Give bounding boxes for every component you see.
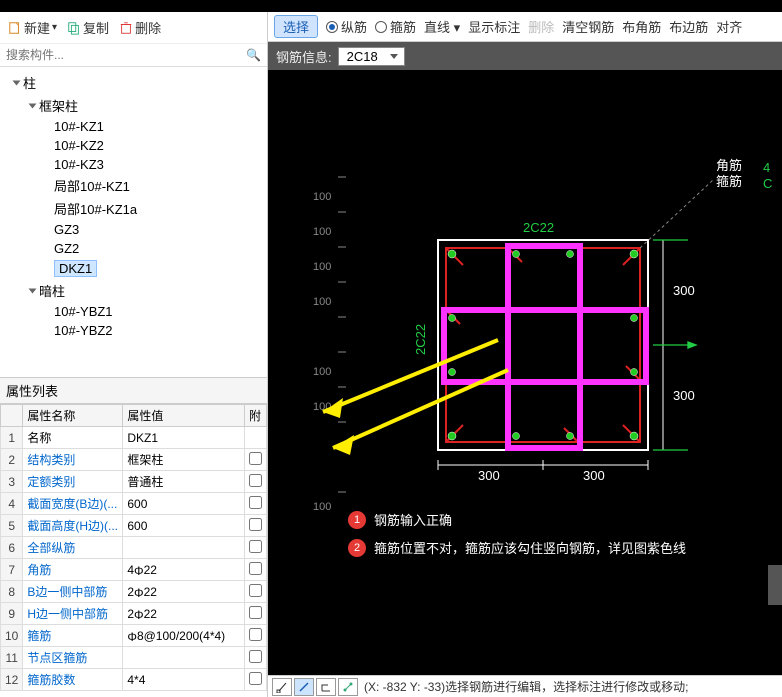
tree-group[interactable]: 暗柱 [4, 279, 267, 302]
property-row[interactable]: 12箍筋胶数4*4 [1, 669, 267, 691]
svg-text:4: 4 [763, 160, 770, 175]
search-icon: 🔍 [246, 48, 261, 62]
edge-rebar-button[interactable]: 布边筋 [669, 17, 708, 36]
annotation-badge: 1 [348, 511, 366, 529]
component-tree[interactable]: 柱 框架柱 10#-KZ110#-KZ210#-KZ3局部10#-KZ1局部10… [0, 67, 267, 377]
property-row[interactable]: 8B边一侧中部筋2Φ22 [1, 581, 267, 603]
property-header: 属性列表 [0, 377, 267, 404]
svg-text:100: 100 [313, 226, 331, 238]
annotation-1: 1 钢筋输入正确 [348, 510, 452, 529]
drawing-canvas[interactable]: 100100 100100 100100 100 [268, 70, 782, 675]
right-panel: 选择 纵筋 箍筋 直线 ▾ 显示标注 删除 清空钢筋 布角筋 布边筋 对齐 钢筋… [268, 12, 782, 697]
tree-item[interactable]: 10#-KZ3 [4, 155, 267, 174]
svg-text:300: 300 [583, 468, 605, 483]
left-toolbar: 新建 ▾ 复制 删除 [0, 12, 267, 44]
tree-item[interactable]: GZ2 [4, 239, 267, 258]
status-bar: (X: -832 Y: -33)选择钢筋进行编辑，选择标注进行修改或移动; [268, 675, 782, 697]
search-box[interactable]: 🔍 [0, 44, 267, 67]
align-button[interactable]: 对齐 [716, 17, 742, 36]
prop-col-extra: 附 [245, 405, 267, 427]
line-tool[interactable]: 直线 ▾ [424, 17, 460, 36]
tree-root[interactable]: 柱 [4, 71, 267, 94]
tree-item[interactable]: DKZ1 [4, 258, 267, 279]
search-input[interactable] [0, 44, 267, 67]
prop-col-name: 属性名称 [23, 405, 123, 427]
snap-mid-icon[interactable] [294, 678, 314, 696]
svg-text:2C22: 2C22 [523, 220, 554, 235]
annotation-badge: 2 [348, 539, 366, 557]
property-row[interactable]: 5截面高度(H边)(...600 [1, 515, 267, 537]
prop-col-value: 属性值 [123, 405, 245, 427]
property-row[interactable]: 2结构类别框架柱 [1, 449, 267, 471]
svg-text:角筋: 角筋 [716, 158, 742, 173]
property-table[interactable]: 属性名称 属性值 附 1名称DKZ12结构类别框架柱3定额类别普通柱4截面宽度(… [0, 404, 267, 691]
snap-perp-icon[interactable] [316, 678, 336, 696]
property-row[interactable]: 7角筋4Φ22 [1, 559, 267, 581]
rebar-info-bar: 钢筋信息: 2C18 [268, 42, 782, 70]
svg-text:箍筋: 箍筋 [716, 174, 742, 189]
svg-text:300: 300 [673, 283, 695, 298]
property-row[interactable]: 1名称DKZ1 [1, 427, 267, 449]
new-button[interactable]: 新建 ▾ [8, 18, 57, 37]
snap-endpoint-icon[interactable] [272, 678, 292, 696]
property-row[interactable]: 11节点区箍筋 [1, 647, 267, 669]
tree-item[interactable]: 局部10#-KZ1a [4, 197, 267, 220]
svg-text:300: 300 [478, 468, 500, 483]
tree-item[interactable]: GZ3 [4, 220, 267, 239]
snap-settings-icon[interactable] [338, 678, 358, 696]
annotation-2: 2 箍筋位置不对，箍筋应该勾住竖向钢筋，详见图紫色线 [348, 538, 686, 557]
select-tool-button[interactable]: 选择 [274, 15, 318, 38]
rebar-info-combo[interactable]: 2C18 [338, 47, 405, 66]
svg-text:100: 100 [313, 191, 331, 203]
copy-button[interactable]: 复制 [67, 18, 109, 37]
tree-group[interactable]: 框架柱 [4, 94, 267, 117]
tree-item[interactable]: 10#-YBZ1 [4, 302, 267, 321]
tree-item[interactable]: 局部10#-KZ1 [4, 174, 267, 197]
delete-button[interactable]: 删除 [119, 18, 161, 37]
left-panel: 新建 ▾ 复制 删除 🔍 柱 框架柱 10#-KZ110#-KZ210#-KZ3… [0, 12, 268, 697]
radio-stirrup[interactable]: 箍筋 [375, 17, 416, 36]
svg-text:100: 100 [313, 296, 331, 308]
show-label-button[interactable]: 显示标注 [468, 17, 520, 36]
tree-item[interactable]: 10#-KZ1 [4, 117, 267, 136]
property-row[interactable]: 4截面宽度(B边)(...600 [1, 493, 267, 515]
rebar-info-label: 钢筋信息: [276, 47, 332, 66]
svg-text:100: 100 [313, 366, 331, 378]
property-row[interactable]: 9H边一侧中部筋2Φ22 [1, 603, 267, 625]
delete-rebar-button[interactable]: 删除 [528, 17, 554, 36]
status-text: (X: -832 Y: -33)选择钢筋进行编辑，选择标注进行修改或移动; [364, 678, 689, 695]
svg-text:C: C [763, 176, 772, 191]
property-row[interactable]: 10箍筋Φ8@100/200(4*4) [1, 625, 267, 647]
svg-text:300: 300 [673, 388, 695, 403]
section-diagram: 100100 100100 100100 100 [268, 70, 782, 650]
svg-text:2C22: 2C22 [413, 324, 428, 355]
tree-item[interactable]: 10#-KZ2 [4, 136, 267, 155]
svg-text:100: 100 [313, 501, 331, 513]
tree-item[interactable]: 10#-YBZ2 [4, 321, 267, 340]
canvas-toolbar: 选择 纵筋 箍筋 直线 ▾ 显示标注 删除 清空钢筋 布角筋 布边筋 对齐 [268, 12, 782, 42]
svg-text:100: 100 [313, 261, 331, 273]
clear-rebar-button[interactable]: 清空钢筋 [562, 17, 614, 36]
property-row[interactable]: 3定额类别普通柱 [1, 471, 267, 493]
side-handle[interactable] [768, 565, 782, 605]
radio-longitudinal[interactable]: 纵筋 [326, 17, 367, 36]
property-row[interactable]: 6全部纵筋 [1, 537, 267, 559]
corner-rebar-button[interactable]: 布角筋 [622, 17, 661, 36]
